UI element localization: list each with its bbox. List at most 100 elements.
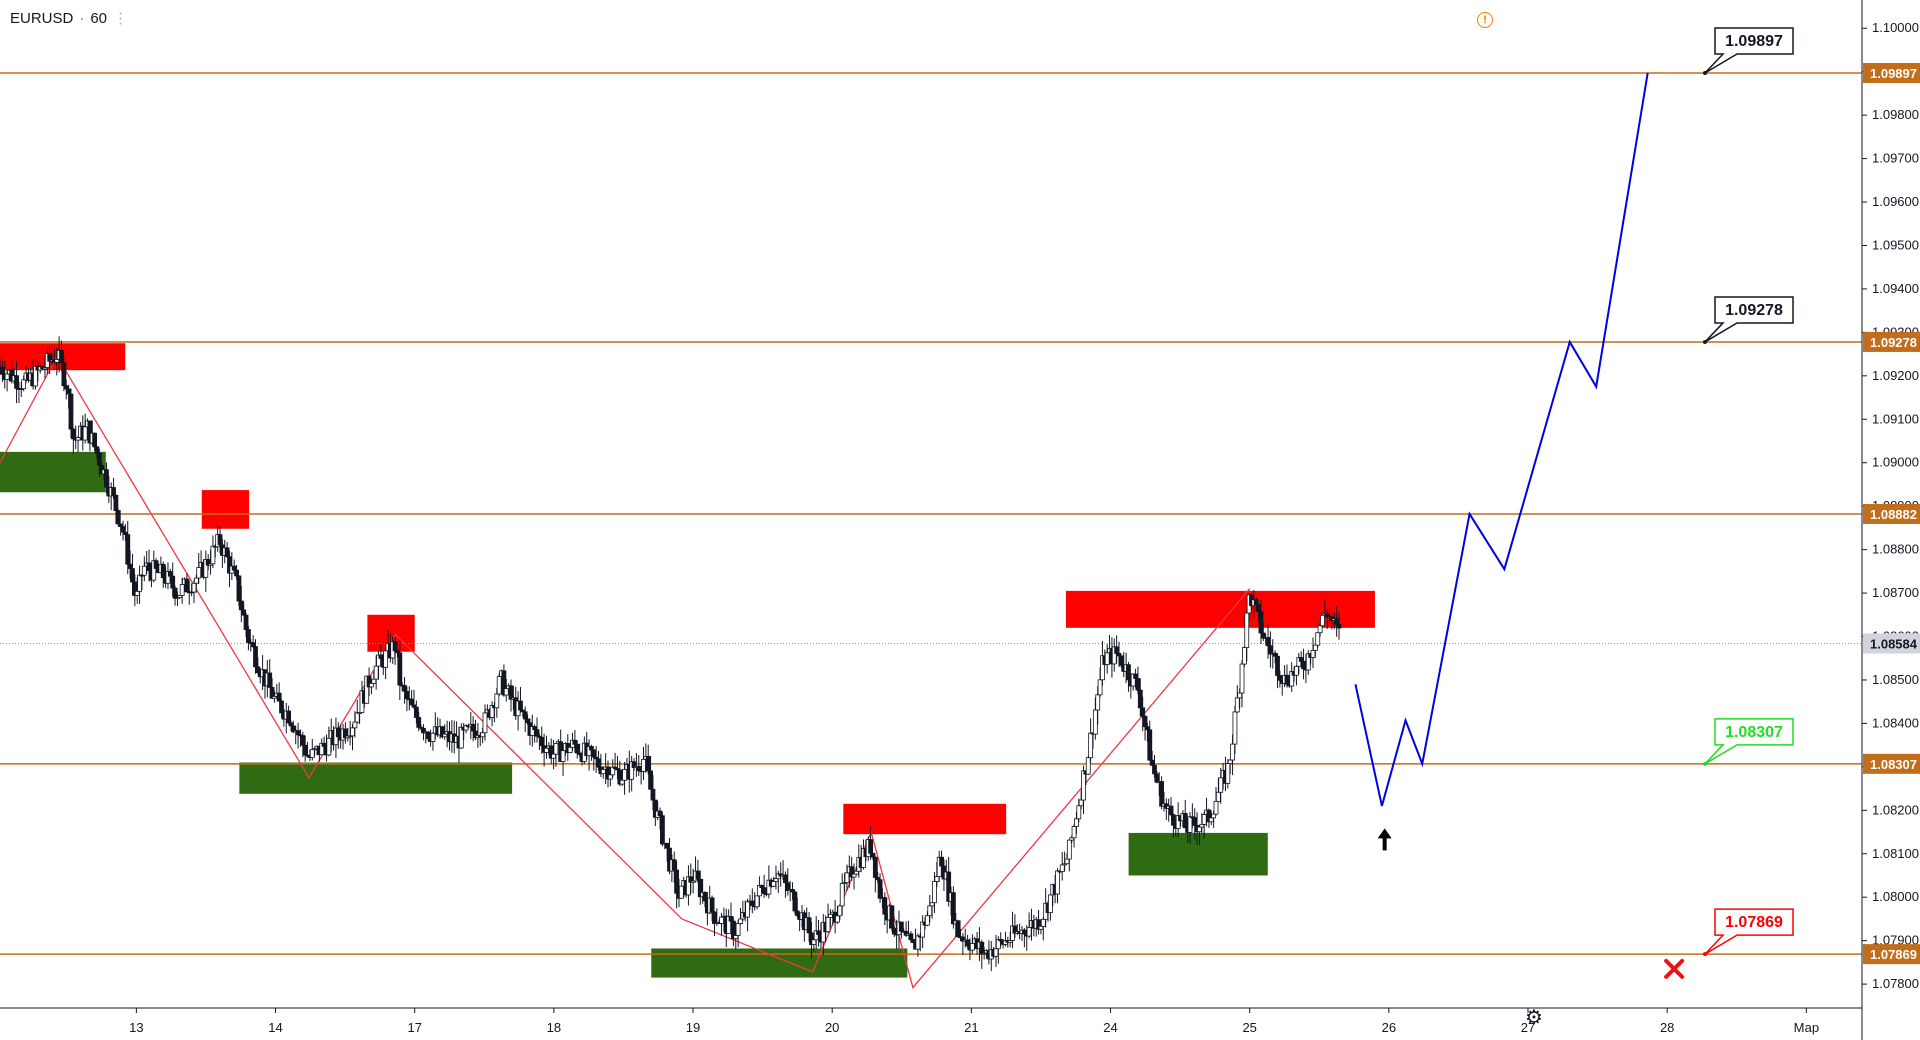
x-tick-label: 25 (1242, 1020, 1256, 1035)
candle-body (59, 350, 64, 364)
candle-body (745, 901, 750, 918)
x-tick-label: 28 (1660, 1020, 1674, 1035)
price-callout-label: 1.09278 (1725, 302, 1783, 319)
candle-body (1137, 689, 1143, 709)
candle-body (120, 526, 126, 533)
candle-body (641, 758, 646, 772)
x-tick-label: 26 (1382, 1020, 1396, 1035)
candles-layer (0, 336, 1342, 972)
candle-body (1021, 929, 1027, 935)
candle-body (369, 682, 374, 688)
x-tick-label: 21 (964, 1020, 978, 1035)
candle-body (648, 770, 653, 790)
candle-body (783, 874, 788, 884)
candle-body (1076, 805, 1082, 820)
x-tick-label: 17 (407, 1020, 421, 1035)
candle-body (719, 916, 724, 924)
candle-body (383, 650, 389, 668)
y-tick-label: 1.09700 (1872, 151, 1919, 166)
resistance-zone (201, 490, 250, 529)
resistance-zone (1065, 590, 1375, 628)
candle-body (839, 882, 845, 907)
price-callout-box (1704, 718, 1794, 765)
symbol-name[interactable]: EURUSD (10, 10, 74, 27)
candle-body (870, 852, 876, 858)
x-tick-label: 24 (1103, 1020, 1117, 1035)
candle-body (1237, 692, 1243, 699)
y-tick-label: 1.08700 (1872, 585, 1919, 600)
interval-label[interactable]: 60 (90, 10, 108, 27)
gear-icon[interactable]: ⚙ (1525, 1007, 1543, 1029)
candle-body (66, 388, 72, 395)
candle-body (309, 749, 315, 758)
cross-icon (1664, 958, 1685, 979)
candle-body (868, 839, 874, 854)
candle-body (335, 727, 341, 738)
x-tick-label: 13 (129, 1020, 143, 1035)
candle-body (234, 569, 239, 577)
candle-body (844, 872, 850, 884)
candle-body (354, 712, 360, 723)
candle-body (1275, 655, 1280, 676)
candle-body (184, 578, 190, 593)
candle-body (657, 810, 663, 817)
y-tick-label: 1.09500 (1872, 237, 1919, 252)
symbol-header[interactable]: EURUSD · 60 ⋮ (10, 9, 128, 27)
candle-body (1201, 814, 1207, 825)
candle-body (113, 494, 119, 511)
candle-body (1208, 817, 1214, 823)
level-price-tag-label: 1.09897 (1870, 66, 1917, 81)
candle-body (352, 721, 358, 729)
candle-body (1071, 826, 1077, 839)
candle-body (94, 446, 100, 454)
more-dots-icon[interactable]: ⋮ (113, 10, 129, 27)
candle-body (130, 568, 135, 583)
candle-body (224, 547, 230, 558)
candle-body (1154, 773, 1160, 783)
candle-body (816, 930, 821, 935)
candle-body (1225, 763, 1231, 784)
candle-body (430, 732, 436, 742)
candle-body (1187, 816, 1193, 833)
candle-body (1265, 637, 1271, 647)
candle-body (402, 685, 407, 692)
candle-body (1268, 645, 1273, 655)
candle-body (1126, 664, 1131, 681)
candle-body (1312, 644, 1318, 651)
candle-body (326, 737, 332, 756)
candle-body (167, 571, 173, 577)
candle-body (371, 678, 377, 684)
candle-body (522, 711, 528, 720)
candle-body (1218, 777, 1224, 793)
candle-body (1095, 694, 1101, 711)
candle-body (1038, 925, 1044, 930)
candle-body (695, 870, 701, 880)
level-price-tag-label: 1.08882 (1870, 507, 1917, 522)
candle-body (496, 676, 502, 695)
candle-body (806, 917, 812, 934)
candle-body (924, 915, 930, 926)
support-zone (239, 762, 513, 794)
candle-body (1088, 732, 1094, 759)
candle-body (92, 432, 98, 448)
candle-body (619, 779, 625, 785)
warning-icon[interactable]: ! (1477, 12, 1493, 28)
candle-body (1081, 770, 1086, 801)
support-zone (651, 948, 908, 978)
symbol-separator: · (79, 10, 85, 27)
candle-body (951, 892, 956, 925)
candle-body (660, 815, 665, 845)
candle-body (141, 565, 147, 576)
candle-body (664, 842, 670, 849)
candle-body (321, 742, 327, 747)
candle-body (236, 575, 242, 602)
levels-layer (0, 72, 1862, 955)
candle-body (250, 642, 256, 647)
candle-body (728, 916, 734, 922)
candle-body (837, 905, 843, 917)
candle-body (674, 869, 680, 894)
candle-body (4, 373, 10, 380)
candle-body (1227, 759, 1233, 764)
candle-body (915, 935, 921, 950)
